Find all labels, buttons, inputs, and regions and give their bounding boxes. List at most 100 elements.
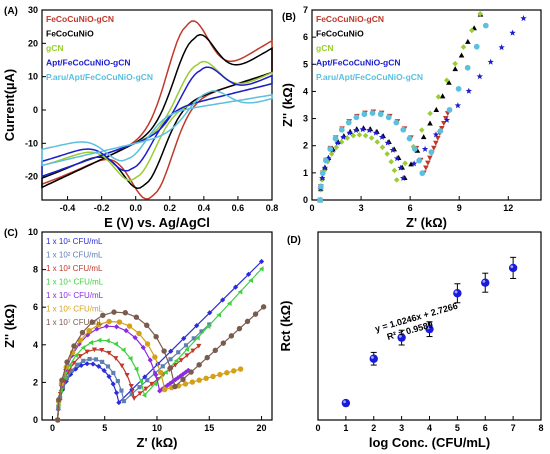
data-point [509, 29, 516, 36]
y-axis-title: Current(µA) [2, 69, 17, 141]
legend-entry: 1 x 10² CFU/mL [46, 251, 103, 260]
data-point [163, 369, 168, 375]
data-point [115, 378, 120, 384]
data-point [210, 373, 216, 380]
data-point [333, 144, 340, 151]
data-point [96, 321, 102, 328]
x-tick-label: 0 [309, 203, 314, 213]
series-line [57, 345, 200, 421]
data-point [319, 174, 326, 181]
data-point [167, 365, 174, 371]
data-point [237, 366, 244, 372]
data-point [248, 277, 253, 283]
data-point [226, 300, 232, 306]
x-tick-label: 2 [371, 423, 376, 433]
x-tick-label: 4 [427, 423, 432, 433]
data-point [106, 373, 112, 380]
data-point [113, 390, 120, 396]
data-point [127, 355, 133, 362]
data-point [168, 357, 173, 362]
data-point [419, 170, 426, 177]
y-tick-label: 2 [303, 141, 308, 151]
data-point [452, 66, 459, 72]
data-point [136, 330, 142, 337]
y-tick-label: 4 [33, 340, 38, 350]
data-point [137, 391, 143, 397]
data-point [245, 271, 252, 277]
y-tick-label: 5 [303, 59, 308, 69]
y-tick-label: 6 [33, 302, 38, 312]
data-point [191, 336, 196, 341]
x-tick-label: -0.2 [94, 203, 110, 213]
data-point [352, 126, 360, 134]
data-point [433, 106, 440, 112]
data-point [361, 111, 368, 118]
data-point [181, 335, 187, 342]
data-point [131, 396, 137, 401]
data-point [59, 377, 65, 383]
data-point [116, 399, 122, 406]
data-point [353, 114, 360, 121]
data-point [86, 327, 92, 334]
data-point [138, 378, 144, 385]
data-point [120, 347, 126, 353]
data-point [508, 263, 518, 273]
data-point [481, 278, 490, 287]
panel-label: (B) [282, 12, 296, 23]
data-point [332, 135, 339, 142]
data-point [132, 335, 138, 341]
data-point [446, 79, 452, 85]
x-tick-label: 5 [102, 423, 107, 433]
data-point [88, 340, 94, 346]
data-point [137, 385, 142, 390]
data-point [236, 325, 243, 332]
data-point [393, 119, 400, 126]
x-tick-label: 12 [503, 203, 513, 213]
data-point [428, 149, 435, 155]
data-point [99, 347, 105, 353]
legend-entry: 1 x 10¹ CFU/mL [46, 237, 103, 246]
x-tick-label: -0.4 [60, 203, 76, 213]
data-point [388, 158, 394, 165]
data-point [106, 318, 112, 325]
y-tick-label: -20 [25, 172, 38, 182]
data-point [437, 128, 444, 134]
data-point [93, 357, 98, 362]
data-point [427, 120, 433, 126]
data-point-highlight [371, 356, 374, 359]
data-point [85, 332, 91, 338]
data-point [81, 358, 86, 363]
data-point [465, 87, 472, 94]
data-point [90, 361, 96, 367]
data-point [133, 314, 140, 320]
data-point [106, 350, 112, 356]
data-point [423, 165, 429, 171]
data-point [207, 310, 213, 316]
data-point [212, 347, 218, 354]
data-point [393, 177, 400, 183]
data-point [431, 145, 437, 151]
data-point [124, 372, 130, 378]
data-point [317, 197, 324, 203]
x-tick-label: 0.8 [266, 203, 279, 213]
data-point [498, 44, 505, 51]
data-point [418, 127, 425, 133]
data-point [143, 386, 149, 392]
x-tick-label: 6 [408, 203, 413, 213]
data-point [128, 383, 134, 389]
data-point [116, 319, 123, 325]
data-point [96, 363, 102, 369]
data-point [160, 364, 165, 369]
data-point-highlight [343, 400, 346, 404]
data-point [427, 155, 433, 161]
data-point [178, 358, 184, 363]
data-point [319, 177, 325, 183]
data-point [161, 348, 167, 354]
data-point [482, 22, 489, 29]
data-point [233, 284, 239, 290]
data-point [119, 388, 124, 393]
panel-label: (D) [287, 235, 301, 246]
data-point [473, 43, 480, 50]
